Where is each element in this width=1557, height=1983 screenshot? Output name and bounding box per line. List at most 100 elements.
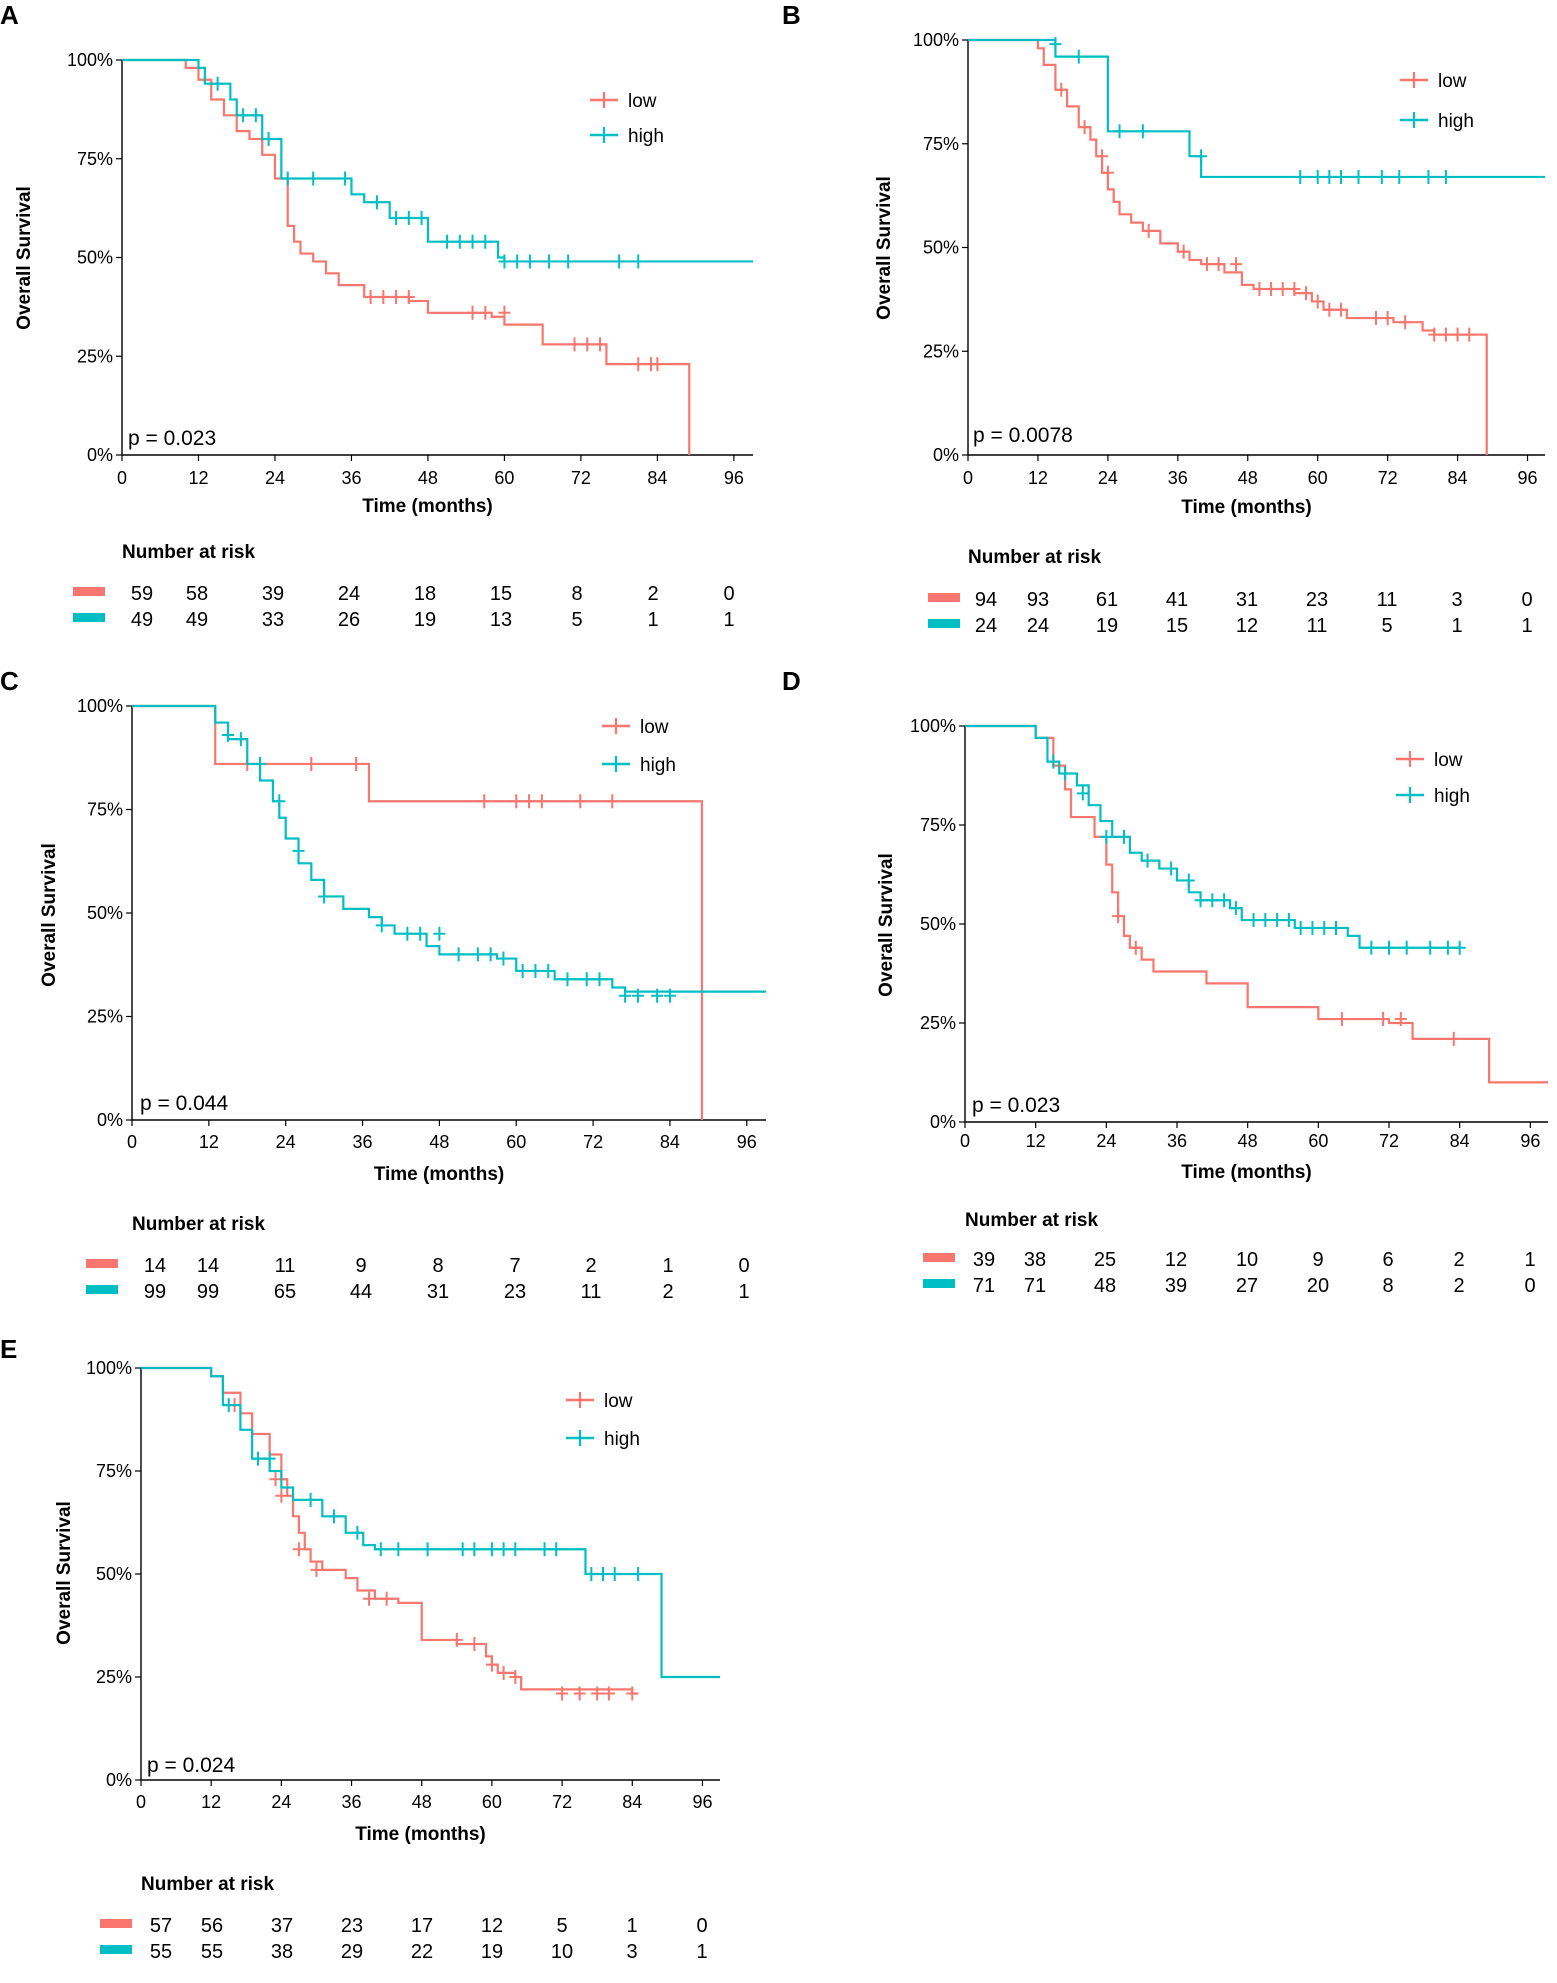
risk-count-high: 26: [338, 609, 360, 631]
censor-mark-high: [651, 988, 664, 1003]
x-tick-label: 0: [136, 1792, 146, 1812]
censor-mark-low: [269, 1472, 282, 1487]
x-tick-label: 36: [1167, 1131, 1187, 1151]
risk-count-high: 44: [350, 1281, 372, 1303]
risk-count-low: 9: [1312, 1249, 1323, 1271]
risk-count-high: 23: [504, 1281, 526, 1303]
censor-mark-low: [292, 1542, 305, 1557]
y-tick-label: 0%: [106, 1770, 132, 1790]
y-tick-label: 50%: [920, 914, 956, 934]
risk-count-low: 93: [1027, 589, 1049, 611]
censor-mark-low: [626, 1686, 639, 1701]
risk-count-low: 61: [1096, 589, 1118, 611]
censor-mark-high: [1072, 49, 1085, 64]
censor-mark-high: [1282, 913, 1295, 928]
survival-curve-high: [965, 724, 1460, 949]
censor-mark-high: [1383, 940, 1395, 955]
survival-curve-low: [122, 58, 691, 455]
risk-count-low: 38: [1024, 1249, 1046, 1271]
censor-mark-high: [498, 254, 511, 269]
legend-label-high: high: [604, 1429, 640, 1450]
panel-d: D0 12 24 36 48 60 72 84 960%25%50%75%100%Time (m…: [782, 666, 1548, 1297]
censor-mark-low: [1439, 327, 1452, 342]
p-value-annotation: p = 0.024: [147, 1754, 235, 1777]
risk-count-low: 2: [647, 583, 658, 605]
censor-mark-low: [402, 290, 415, 304]
censor-mark-high: [529, 963, 542, 978]
risk-count-low: 10: [1236, 1249, 1258, 1271]
censor-mark-low: [1335, 1012, 1348, 1027]
risk-swatch-low: [86, 1259, 118, 1268]
censor-mark-high: [1330, 920, 1342, 935]
legend-label-low: low: [640, 717, 669, 738]
risk-count-high: 0: [1524, 1275, 1535, 1297]
p-value-annotation: p = 0.044: [140, 1092, 228, 1115]
censor-mark-high: [211, 76, 224, 91]
censor-mark-high: [511, 254, 524, 269]
y-tick-label: 25%: [96, 1667, 132, 1687]
risk-count-low: 37: [271, 1915, 293, 1937]
panel-label: C: [0, 666, 19, 696]
censor-mark-low: [1463, 327, 1476, 342]
censor-mark-high: [414, 926, 427, 941]
y-tick-label: 75%: [96, 1461, 132, 1481]
risk-count-high: 24: [975, 615, 997, 637]
censor-mark-low: [478, 794, 491, 809]
risk-count-low: 1: [662, 1255, 673, 1277]
censor-mark-low: [602, 1686, 615, 1701]
censor-mark-high: [1049, 37, 1062, 52]
x-tick-label: 48: [429, 1132, 449, 1152]
risk-count-high: 11: [581, 1281, 602, 1303]
x-tick-label: 60: [494, 468, 514, 488]
x-tick-label: 96: [1520, 1131, 1540, 1151]
risk-count-high: 2: [662, 1281, 673, 1303]
censor-mark-low: [1055, 82, 1068, 97]
censor-mark-low: [1142, 223, 1155, 238]
risk-count-high: 5: [571, 609, 582, 631]
x-tick-label: 0: [963, 468, 973, 488]
censor-mark-high: [1352, 169, 1365, 184]
x-tick-label: 96: [724, 468, 744, 488]
censor-mark-high: [1182, 873, 1195, 888]
risk-swatch-high: [928, 619, 960, 628]
censor-mark-high: [453, 234, 466, 249]
censor-mark-low: [466, 305, 479, 320]
censor-mark-low: [1377, 1012, 1390, 1027]
legend-label-high: high: [1434, 786, 1470, 807]
risk-count-high: 19: [414, 609, 436, 631]
x-tick-label: 24: [271, 1792, 291, 1812]
risk-count-low: 58: [186, 583, 208, 605]
risk-swatch-high: [73, 613, 105, 622]
risk-count-high: 1: [696, 1941, 707, 1963]
risk-count-high: 15: [1166, 615, 1188, 637]
x-tick-label: 24: [1098, 468, 1118, 488]
risk-count-high: 33: [262, 609, 284, 631]
x-tick-label: 72: [552, 1792, 572, 1812]
y-tick-label: 75%: [923, 134, 959, 154]
censor-mark-low: [1101, 165, 1114, 180]
x-tick-label: 72: [1378, 468, 1398, 488]
y-tick-label: 0%: [87, 445, 113, 465]
censor-mark-low: [350, 756, 363, 771]
censor-mark-low: [581, 337, 594, 352]
risk-count-low: 14: [197, 1255, 219, 1277]
censor-mark-high: [1294, 169, 1307, 184]
risk-count-low: 1: [1524, 1249, 1535, 1271]
censor-mark-high: [542, 963, 555, 978]
censor-mark-high: [390, 211, 403, 225]
censor-mark-high: [237, 108, 250, 123]
censor-mark-high: [1453, 940, 1466, 955]
censor-mark-high: [1100, 829, 1113, 844]
censor-mark-high: [468, 1542, 481, 1557]
censor-mark-low: [591, 1686, 604, 1701]
censor-mark-low: [1078, 120, 1091, 135]
y-tick-label: 50%: [923, 238, 959, 258]
censor-mark-high: [561, 972, 574, 987]
censor-mark-high: [523, 254, 536, 269]
x-tick-label: 96: [692, 1792, 712, 1812]
risk-count-low: 5: [556, 1915, 567, 1937]
x-tick-label: 12: [188, 468, 208, 488]
risk-count-low: 7: [509, 1255, 520, 1277]
risk-count-low: 3: [1451, 589, 1462, 611]
censor-mark-high: [351, 1525, 364, 1540]
